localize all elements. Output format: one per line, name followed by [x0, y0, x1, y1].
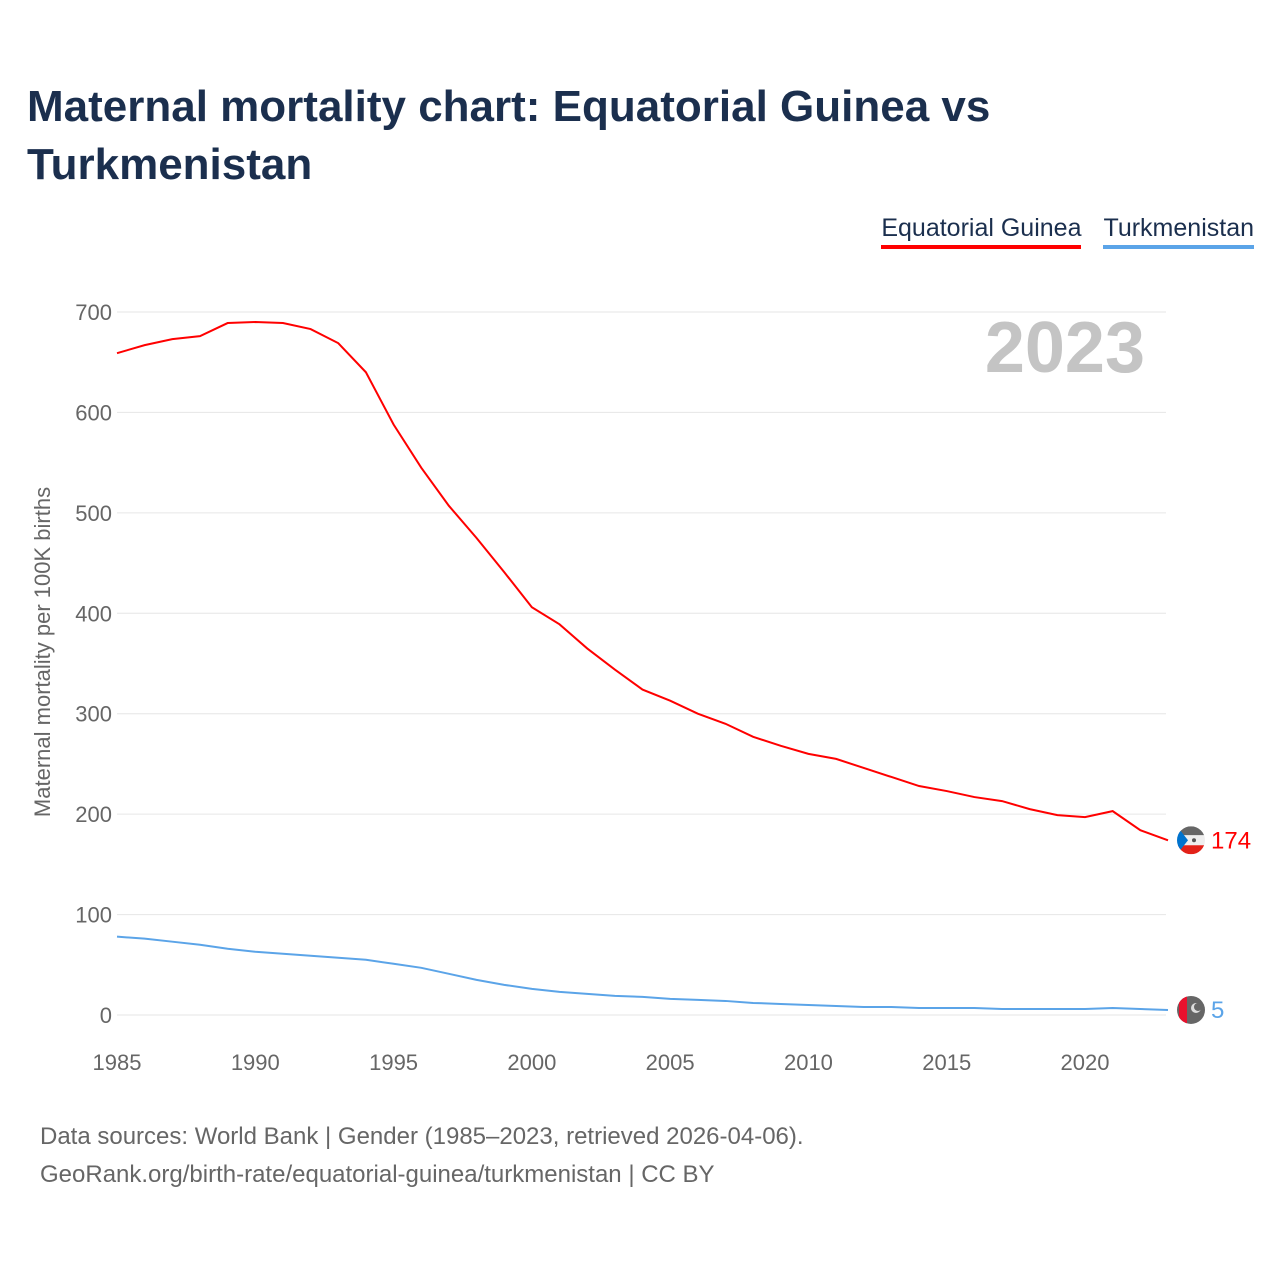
y-tick-label: 500 [75, 501, 112, 526]
x-tick-label: 2000 [507, 1050, 556, 1075]
y-axis-label: Maternal mortality per 100K births [30, 487, 55, 817]
legend: Equatorial Guinea Turkmenistan [881, 214, 1254, 249]
x-tick-label: 1995 [369, 1050, 418, 1075]
y-tick-label: 400 [75, 601, 112, 626]
legend-turkmenistan[interactable]: Turkmenistan [1103, 214, 1254, 249]
x-tick-label: 1985 [93, 1050, 142, 1075]
x-tick-label: 2020 [1061, 1050, 1110, 1075]
source-line-2[interactable]: GeoRank.org/birth-rate/equatorial-guinea… [40, 1161, 715, 1188]
x-tick-label: 1990 [231, 1050, 280, 1075]
legend-equatorial-guinea[interactable]: Equatorial Guinea [881, 214, 1082, 249]
end-value-label: 174 [1211, 827, 1251, 854]
source-note: Data sources: World Bank | Gender (1985–… [40, 1118, 804, 1194]
y-tick-label: 300 [75, 702, 112, 727]
y-tick-label: 100 [75, 903, 112, 928]
end-value-label: 5 [1211, 997, 1224, 1024]
equatorial-guinea-flag-icon [1177, 826, 1205, 855]
x-tick-label: 2015 [922, 1050, 971, 1075]
year-label: 2023 [985, 308, 1145, 388]
x-tick-label: 2010 [784, 1050, 833, 1075]
series-line-equatorial-guinea [116, 321, 1169, 842]
series-line-turkmenistan [116, 935, 1169, 1011]
page-title: Maternal mortality chart: Equatorial Gui… [27, 82, 991, 189]
turkmenistan-flag-icon [1177, 995, 1205, 1024]
source-line-1: Data sources: World Bank | Gender (1985–… [40, 1123, 804, 1150]
y-tick-label: 600 [75, 400, 112, 425]
y-tick-label: 700 [75, 300, 112, 325]
y-tick-label: 200 [75, 802, 112, 827]
x-tick-label: 2005 [646, 1050, 695, 1075]
y-tick-label: 0 [100, 1003, 112, 1028]
